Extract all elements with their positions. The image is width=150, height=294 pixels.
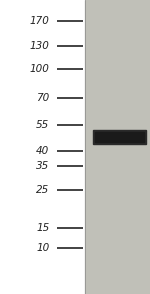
Text: 55: 55	[36, 120, 50, 130]
Text: 25: 25	[36, 185, 50, 195]
Text: 170: 170	[30, 16, 50, 26]
Bar	[93, 130, 146, 144]
Text: 10: 10	[36, 243, 50, 253]
Text: 40: 40	[36, 146, 50, 156]
Bar	[94, 132, 144, 142]
Text: 100: 100	[30, 64, 50, 74]
Text: 15: 15	[36, 223, 50, 233]
Bar	[85, 0, 150, 294]
Text: 35: 35	[36, 161, 50, 171]
Bar	[0, 0, 85, 294]
Text: 130: 130	[30, 41, 50, 51]
Text: 70: 70	[36, 93, 50, 103]
